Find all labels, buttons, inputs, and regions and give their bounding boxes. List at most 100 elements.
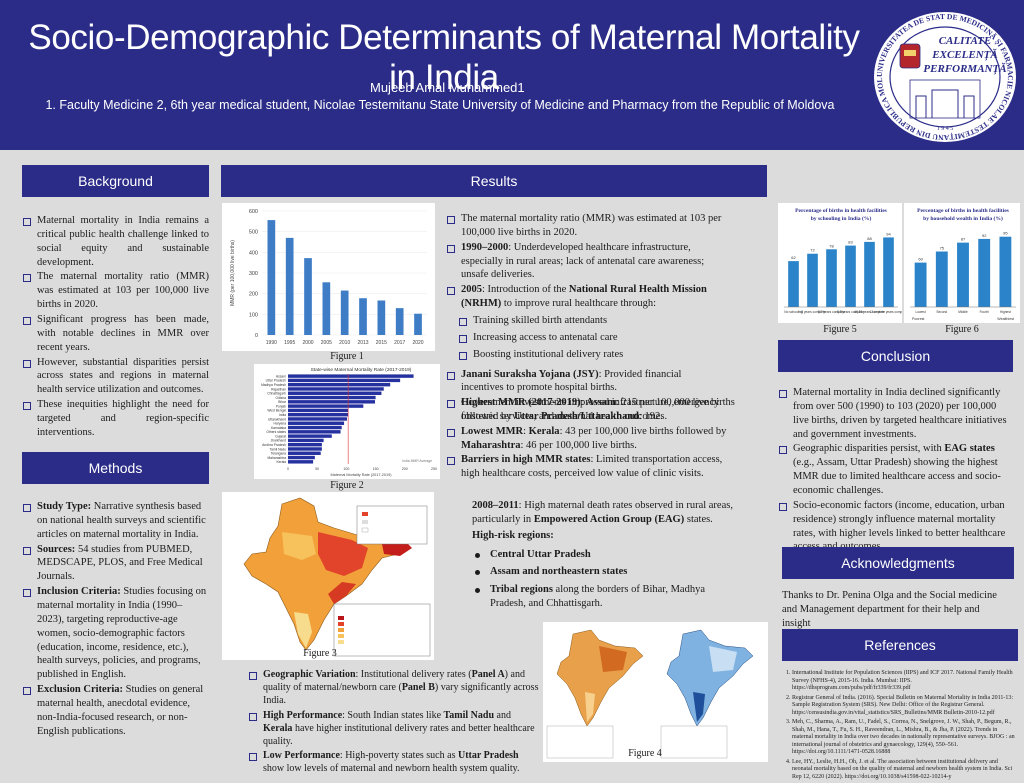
y-tick-label: Punjab	[276, 404, 286, 408]
y-tick-label: Assam	[276, 374, 286, 378]
x-tick-label: 2020	[412, 340, 423, 346]
bar	[304, 258, 312, 335]
logo-text-3: PERFORMANȚĂ	[923, 63, 1006, 75]
results-mmr-states: Highest MMR (2017-2019): Assam: 215 per …	[446, 396, 736, 482]
references-heading: References	[782, 629, 1018, 661]
y-tick-label: Gujarat	[275, 434, 286, 438]
x-tick-label: Lowest	[916, 310, 926, 314]
figure6-caption: Figure 6	[945, 324, 979, 335]
x-tick-label: 0	[287, 467, 289, 471]
bar	[914, 262, 927, 307]
y-tick-label: West Bengal	[267, 409, 286, 413]
legend-entry: India MMR Average	[402, 459, 432, 463]
india-panel-maps-icon	[546, 629, 754, 759]
acknowledgments-text: Thanks to Dr. Penina Olga and the Social…	[782, 590, 997, 629]
conclusion-list: Maternal mortality in India declined sig…	[778, 386, 1013, 555]
logo-year: 1 9 4 5	[937, 126, 954, 132]
bar	[978, 238, 991, 307]
x-tick-label: 2013	[357, 340, 368, 346]
bar	[285, 237, 294, 335]
background-item: The maternal mortality ratio (MMR) was e…	[22, 270, 209, 312]
background-item: However, substantial disparities persist…	[22, 356, 209, 398]
bar	[288, 434, 332, 438]
logo-text-2: EXCELENȚĂ	[931, 49, 997, 61]
methods-item: Study Type: Narrative synthesis based on…	[22, 500, 209, 542]
bar	[288, 412, 349, 417]
risk-region-item: Tribal regions along the borders of Biha…	[472, 583, 742, 611]
reference-item: Lee, HY., Leslie, H.H., Oh, J. et al. Th…	[792, 759, 1018, 782]
bar	[288, 455, 315, 460]
nrhm-subitem: Training skilled birth attendants	[458, 314, 726, 328]
y-tick-label: Uttarakhand	[268, 417, 286, 421]
figure6-svg: Percentage of births in health facilitie…	[910, 208, 1016, 321]
y-tick-label: Others states	[266, 430, 286, 434]
bar	[288, 395, 376, 400]
conclusion-item: Geographic disparities persist, with EAG…	[778, 442, 1013, 497]
y-axis-label: MMR (per 100,000 live births)	[230, 240, 236, 306]
y-tick-label: Tamil Nadu	[270, 447, 287, 451]
y-tick-label: Maharashtra	[267, 456, 286, 460]
india-mmr-map-icon	[243, 497, 431, 657]
bar	[395, 308, 404, 335]
x-tick-label: Fourth	[980, 310, 989, 314]
bar	[288, 438, 324, 443]
reference-item: Registrar General of India. (2016). Spec…	[792, 695, 1018, 718]
x-tick-label: 2005	[321, 340, 332, 346]
y-tick-label: Bihar	[278, 400, 287, 404]
bar	[288, 374, 414, 378]
bar	[288, 451, 321, 455]
data-label: 92	[982, 233, 987, 238]
author-affiliation: 1. Faculty Medicine 2, 6th year medical …	[45, 98, 835, 112]
references-list: International Institute for Population S…	[780, 670, 1018, 783]
x-tick-label: 2017	[394, 340, 405, 346]
bar	[845, 245, 856, 307]
methods-heading: Methods	[22, 452, 209, 484]
figure2-chart: State-wise Maternal Mortality Rate (2017…	[254, 364, 440, 479]
data-label: 72	[810, 248, 815, 253]
x-tick-label: 100	[343, 467, 349, 471]
conclusion-item: Maternal mortality in India declined sig…	[778, 386, 1013, 441]
bar	[288, 408, 349, 413]
results-item: Low Performance: High-poverty states suc…	[248, 749, 540, 775]
x-tick-label: 5-7 years complete	[818, 310, 845, 314]
bar	[288, 417, 347, 421]
results-timeline: The maternal mortality ratio (MMR) was e…	[446, 212, 726, 425]
results-item: Geographic Variation: Institutional deli…	[248, 668, 540, 708]
x-axis-label: Maternal Mortality Rate (2017-2019)	[331, 473, 393, 477]
figure3-map	[222, 492, 434, 660]
chart-title-line: by household wealth in India (%)	[923, 215, 1003, 222]
bar	[359, 298, 367, 335]
y-tick-label: India	[279, 413, 286, 417]
y-tick-label: Uttar Pradesh	[266, 379, 287, 383]
chart-title: State-wise Maternal Mortality Rate (2017…	[311, 367, 412, 373]
x-tick-label: 200	[402, 467, 408, 471]
x-tick-label: Second	[936, 310, 947, 314]
background-heading: Background	[22, 165, 209, 197]
bar	[377, 300, 386, 335]
x-tick-label: 1995	[284, 340, 295, 346]
x-tick-label: 2000	[302, 340, 313, 346]
x-tick-label: 2015	[376, 340, 387, 346]
y-tick-label: 500	[249, 230, 258, 236]
risk-region-item: Central Uttar Pradesh	[472, 548, 742, 562]
results-eag: 2008–2011: High maternal death rates obs…	[472, 499, 742, 613]
reference-item: International Institute for Population S…	[792, 670, 1018, 693]
y-tick-label: Karnataka	[271, 426, 286, 430]
bar	[807, 253, 818, 307]
y-tick-label: 600	[249, 209, 258, 215]
figure2-caption: Figure 2	[330, 480, 364, 491]
university-seal-logo: UNIVERSITATEA DE STAT DE MEDICINĂ ȘI FAR…	[870, 8, 1018, 144]
bar	[883, 237, 894, 307]
risk-region-item: Assam and northeastern states	[472, 565, 742, 579]
logo-text-1: CALITATE	[939, 35, 992, 47]
y-tick-label: 0	[255, 333, 258, 339]
data-label: 62	[791, 255, 796, 260]
y-tick-label: 200	[249, 292, 258, 298]
y-tick-label: Chhattisgarh	[267, 392, 286, 396]
figure4-caption: Figure 4	[628, 748, 662, 759]
bar	[957, 242, 969, 307]
bar	[288, 425, 342, 430]
background-item: These inequities highlight the need for …	[22, 398, 209, 440]
results-item: Barriers in high MMR states: Limited tra…	[446, 453, 736, 481]
y-tick-label: Andhra Pradesh	[262, 443, 286, 447]
